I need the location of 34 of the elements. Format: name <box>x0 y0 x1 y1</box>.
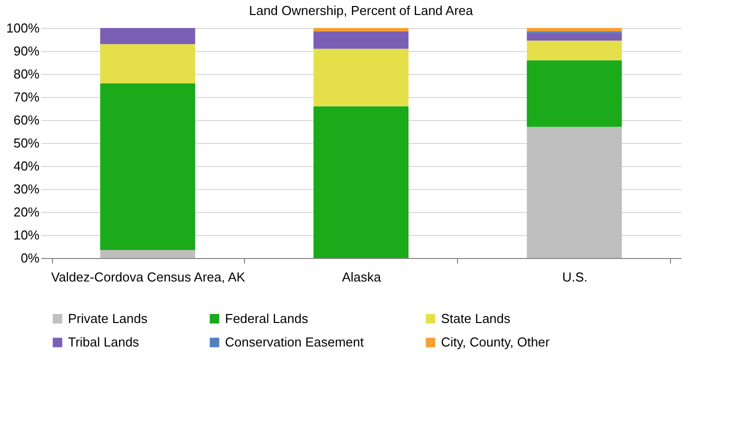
bar <box>100 28 196 44</box>
chart-title: Land Ownership, Percent of Land Area <box>248 3 474 18</box>
legend-label: Tribal Lands <box>68 334 140 350</box>
y-tick-label: 80% <box>13 66 40 82</box>
bar <box>314 48 408 106</box>
bar <box>314 31 408 49</box>
y-tick-label: 30% <box>13 182 40 196</box>
bar <box>526 40 622 60</box>
bar <box>314 106 408 258</box>
bar <box>526 32 622 41</box>
legend-label: Federal Lands <box>225 310 309 326</box>
bar <box>526 60 622 127</box>
x-tick-label: Valdez-Cordova Census Area, AK <box>51 270 246 284</box>
legend-label: City, County, Other <box>441 334 550 350</box>
x-tick-label: Alaska <box>342 270 382 284</box>
y-tick-label: 100% <box>6 20 40 36</box>
bar <box>526 28 622 32</box>
legend-label: State Lands <box>441 310 511 326</box>
y-tick-label: 60% <box>13 112 40 128</box>
legend-label: Conservation Easement <box>225 334 364 350</box>
y-tick-label: 90% <box>13 44 40 58</box>
y-tick-label: 10% <box>13 228 40 242</box>
legend-label: Private Lands <box>68 310 148 326</box>
y-tick-label: 50% <box>13 136 40 150</box>
bar <box>100 83 196 250</box>
y-tick-label: 0% <box>20 250 40 266</box>
y-tick-label: 20% <box>13 204 40 220</box>
y-tick-label: 40% <box>13 158 40 174</box>
bar <box>100 44 196 84</box>
bar <box>526 126 622 258</box>
bar <box>100 250 196 258</box>
y-tick-label: 70% <box>13 90 40 104</box>
x-tick-label: U.S. <box>562 270 588 284</box>
bar <box>314 28 408 32</box>
